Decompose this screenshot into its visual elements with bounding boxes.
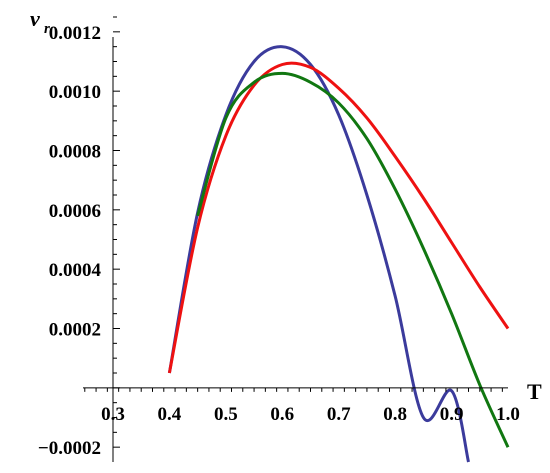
y-tick-label: 0.0006: [49, 201, 101, 222]
series-line-1: [167, 45, 470, 463]
y-axis-title: v: [30, 6, 40, 31]
y-tick-label: 0.0004: [49, 260, 102, 281]
y-axis-title-subscript: r: [44, 21, 50, 37]
x-tick-label: 0.8: [383, 404, 407, 425]
x-tick-label: 0.5: [214, 404, 238, 425]
y-tick-label: 0.0002: [49, 320, 101, 341]
y-tick-label: 0.0008: [49, 142, 101, 163]
y-tick-label: 0.0010: [49, 82, 101, 103]
x-tick-label: 0.3: [101, 404, 125, 425]
axes-group: 0.3 0.4 0.5 0.6 0.7 0.8 0.9 1.0 −0.0002 0.0002 0.0…: [38, 16, 520, 462]
x-tick-label: 1.0: [496, 404, 520, 425]
x-axis-title: T: [527, 379, 542, 404]
x-tick-label: 0.4: [158, 404, 182, 425]
y-tick-label: −0.0002: [38, 438, 101, 459]
x-tick-label: 0.7: [327, 404, 351, 425]
series-line-3: [196, 71, 510, 448]
y-tick-label: 0.0012: [49, 23, 101, 44]
x-tick-label: 0.6: [270, 404, 294, 425]
series-line-2: [167, 61, 510, 374]
curves-group: [167, 45, 510, 463]
x-tick-label: 0.9: [440, 404, 464, 425]
